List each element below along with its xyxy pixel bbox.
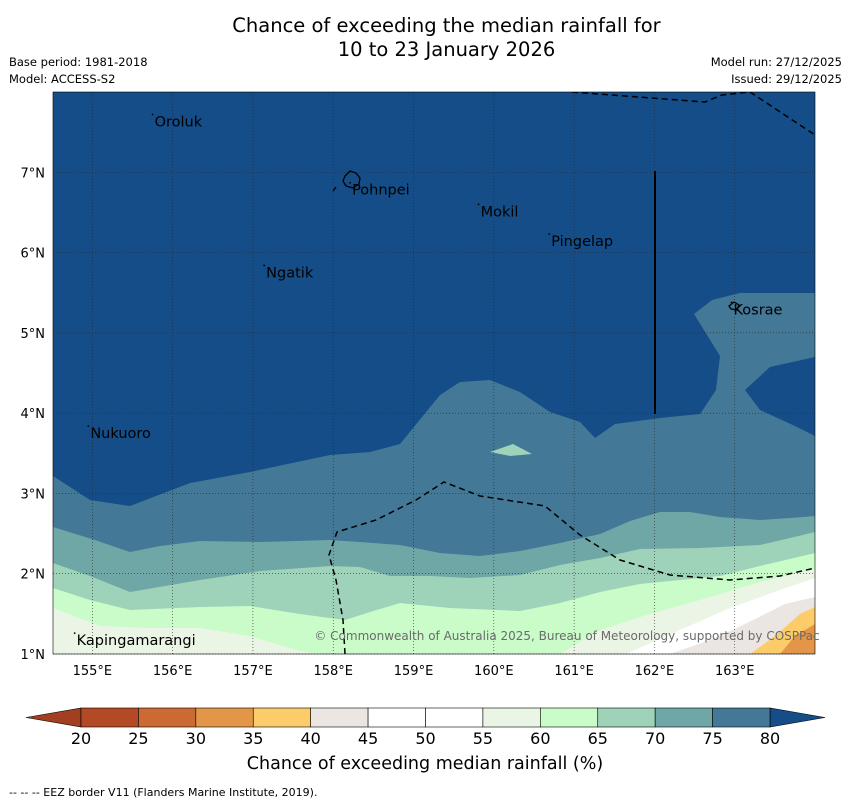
place-label: Pohnpei [352,183,410,199]
place-label: Oroluk [155,114,203,130]
colorbar-tick-label: 65 [588,729,608,748]
eez-border-marshall [749,92,815,136]
colorbar-segment [712,707,771,728]
place-marker [548,233,551,236]
map-frame [52,91,816,655]
island-outlines [332,170,740,311]
colorbar-segment [310,707,369,728]
issued-date: Issued: 29/12/2025 [731,72,842,86]
band-30-35-shimmer [490,444,532,456]
band-30-35 [780,624,815,654]
colorbar-tick-label: 50 [415,729,435,748]
place-label: Ngatik [266,265,314,281]
colorbar-tick-label: 40 [300,729,320,748]
lon-tick-label: 157°E [233,664,273,679]
lon-tick-label: 161°E [554,664,594,679]
place-label: Kapingamarangi [77,633,196,649]
colorbar-title: Chance of exceeding median rainfall (%) [246,754,604,774]
copyright-notice: © Commonwealth of Australia 2025, Bureau… [314,629,819,643]
place-label: Mokil [481,204,519,220]
latitude-labels: 1°N 2°N 3°N 4°N 5°N 6°N 7°N [21,166,46,663]
place-label: Kosrae [733,302,782,318]
colorbar-over-arrow [769,707,826,728]
eez-source-note: -- -- -- EEZ border V11 (Flanders Marine… [9,786,318,799]
chart-title: Chance of exceeding the median rainfall … [0,14,850,62]
lat-tick-label: 2°N [21,568,46,583]
longitude-labels: 155°E 156°E 157°E 158°E 159°E 160°E 161°E 162°E… [73,664,755,679]
colorbar-tick-label: 70 [645,729,665,748]
eez-border-kapinga [328,481,815,654]
pohnpei-outline [342,170,361,189]
title-line-1: Chance of exceeding the median rainfall … [232,14,661,37]
lat-tick-label: 7°N [21,166,46,181]
colorbar-tick-label: 20 [71,729,91,748]
place-label: Pingelap [551,234,613,250]
place-marker [87,425,90,427]
kosrae-outline [728,301,740,311]
lat-tick-label: 6°N [21,247,46,262]
colorbar-segment [367,707,426,728]
colorbar-tick-label: 60 [530,729,550,748]
colorbar-tick-label: 80 [760,729,780,748]
colorbar-segment [597,707,656,728]
model-run: Model run: 27/12/2025 [710,55,842,69]
colorbar-segment [252,707,311,728]
place-marker [477,203,480,206]
colorbar: 20 25 30 35 40 45 50 55 60 65 70 75 80 [25,707,826,748]
lat-tick-label: 1°N [21,648,46,663]
band-50-55 [53,569,815,654]
colorbar-tick-label: 55 [473,729,493,748]
title-line-2: 10 to 23 January 2026 [337,38,556,61]
colorbar-tick-label: 45 [358,729,378,748]
place-marker [151,113,154,116]
eez-borders [328,92,815,654]
colorbar-segment [425,707,484,728]
eez-border-pohnpei-north [571,92,751,103]
colorbar-under-arrow [25,707,82,728]
colorbar-segment [195,707,254,728]
lat-tick-label: 3°N [21,487,46,502]
colorbar-tick-label: 25 [128,729,148,748]
lon-tick-label: 162°E [635,664,675,679]
colorbar-tick-label: 75 [702,729,722,748]
colorbar-tick-label: 30 [186,729,206,748]
lon-tick-label: 158°E [313,664,353,679]
place-marker [349,181,351,184]
place-label: Nukuoro [90,426,151,442]
place-marker [73,632,76,635]
place-marker [263,264,266,267]
colorbar-segment [138,707,197,728]
place-labels: Oroluk Pohnpei Mokil Pingelap Ngatik Kosrae Nu… [73,113,783,649]
colorbar-segment [540,707,599,728]
lon-tick-label: 163°E [715,664,755,679]
lon-tick-label: 155°E [73,664,113,679]
probability-field [53,92,815,654]
colorbar-segment [482,707,541,728]
colorbar-tick-label: 35 [243,729,263,748]
lon-tick-label: 160°E [474,664,514,679]
model-name: Model: ACCESS-S2 [9,72,116,86]
place-marker [730,301,733,304]
lon-tick-label: 156°E [153,664,193,679]
colorbar-segment [80,707,139,728]
meta-right: Model run: 27/12/2025 Issued: 29/12/2025 [711,54,842,88]
lon-tick-label: 159°E [394,664,434,679]
base-period: Base period: 1981-2018 [9,55,148,69]
ant-atoll-mark [332,186,337,192]
meta-left: Base period: 1981-2018 Model: ACCESS-S2 [9,54,148,88]
lat-tick-label: 4°N [21,407,46,422]
colorbar-segment [654,707,713,728]
lat-tick-label: 5°N [21,327,46,342]
